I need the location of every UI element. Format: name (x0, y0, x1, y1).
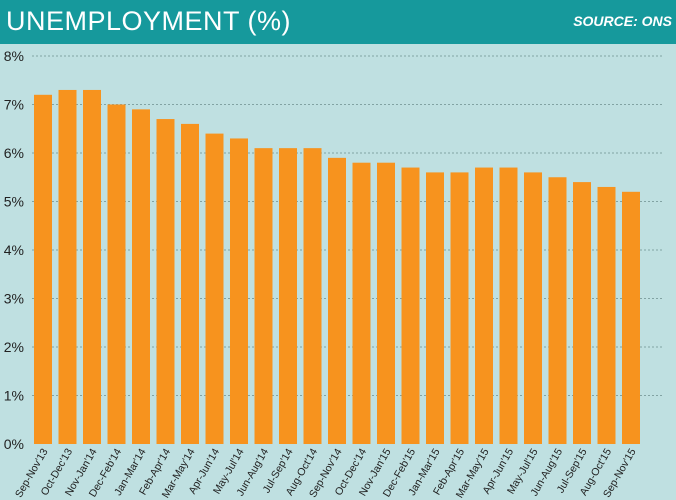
bar (156, 119, 175, 445)
bar (401, 167, 420, 445)
bar (548, 177, 567, 444)
x-axis-tick-labels: Sep-Nov'13Oct-Dec'13Nov-Jan'14Dec-Feb'14… (13, 446, 639, 500)
y-tick-label: 3% (4, 291, 24, 307)
y-tick-label: 1% (4, 388, 24, 404)
bar (499, 167, 518, 445)
chart-header: UNEMPLOYMENT (%) SOURCE: ONS (0, 0, 676, 44)
bar (181, 123, 199, 445)
bar (475, 167, 493, 445)
bar (107, 104, 126, 444)
bar (34, 94, 52, 445)
y-axis-tick-labels: 0% 1% 2% 3% 4% 5% 6% 7% 8% (4, 48, 24, 452)
y-tick-label: 4% (4, 242, 24, 258)
bar (597, 186, 616, 444)
bar (58, 89, 77, 444)
y-tick-label: 0% (4, 436, 24, 452)
y-tick-label: 5% (4, 194, 24, 210)
y-tick-label: 2% (4, 339, 24, 355)
bar (328, 157, 346, 444)
bar (622, 191, 640, 444)
y-tick-label: 8% (4, 48, 24, 64)
bar (426, 172, 444, 444)
bar (450, 172, 469, 444)
bar (132, 109, 150, 444)
bar (303, 148, 322, 444)
bar (524, 172, 542, 444)
bar (230, 138, 248, 444)
source-label: SOURCE: ONS (573, 13, 672, 29)
bar (377, 162, 395, 444)
bar (83, 89, 101, 444)
bar (573, 182, 591, 444)
bar (279, 148, 297, 444)
bars (34, 89, 640, 445)
chart-title: UNEMPLOYMENT (%) (6, 6, 292, 36)
bar (352, 162, 371, 444)
gridlines (32, 55, 662, 396)
bar (205, 133, 224, 444)
y-tick-label: 6% (4, 145, 24, 161)
y-tick-label: 7% (4, 97, 24, 113)
bar (254, 148, 273, 444)
